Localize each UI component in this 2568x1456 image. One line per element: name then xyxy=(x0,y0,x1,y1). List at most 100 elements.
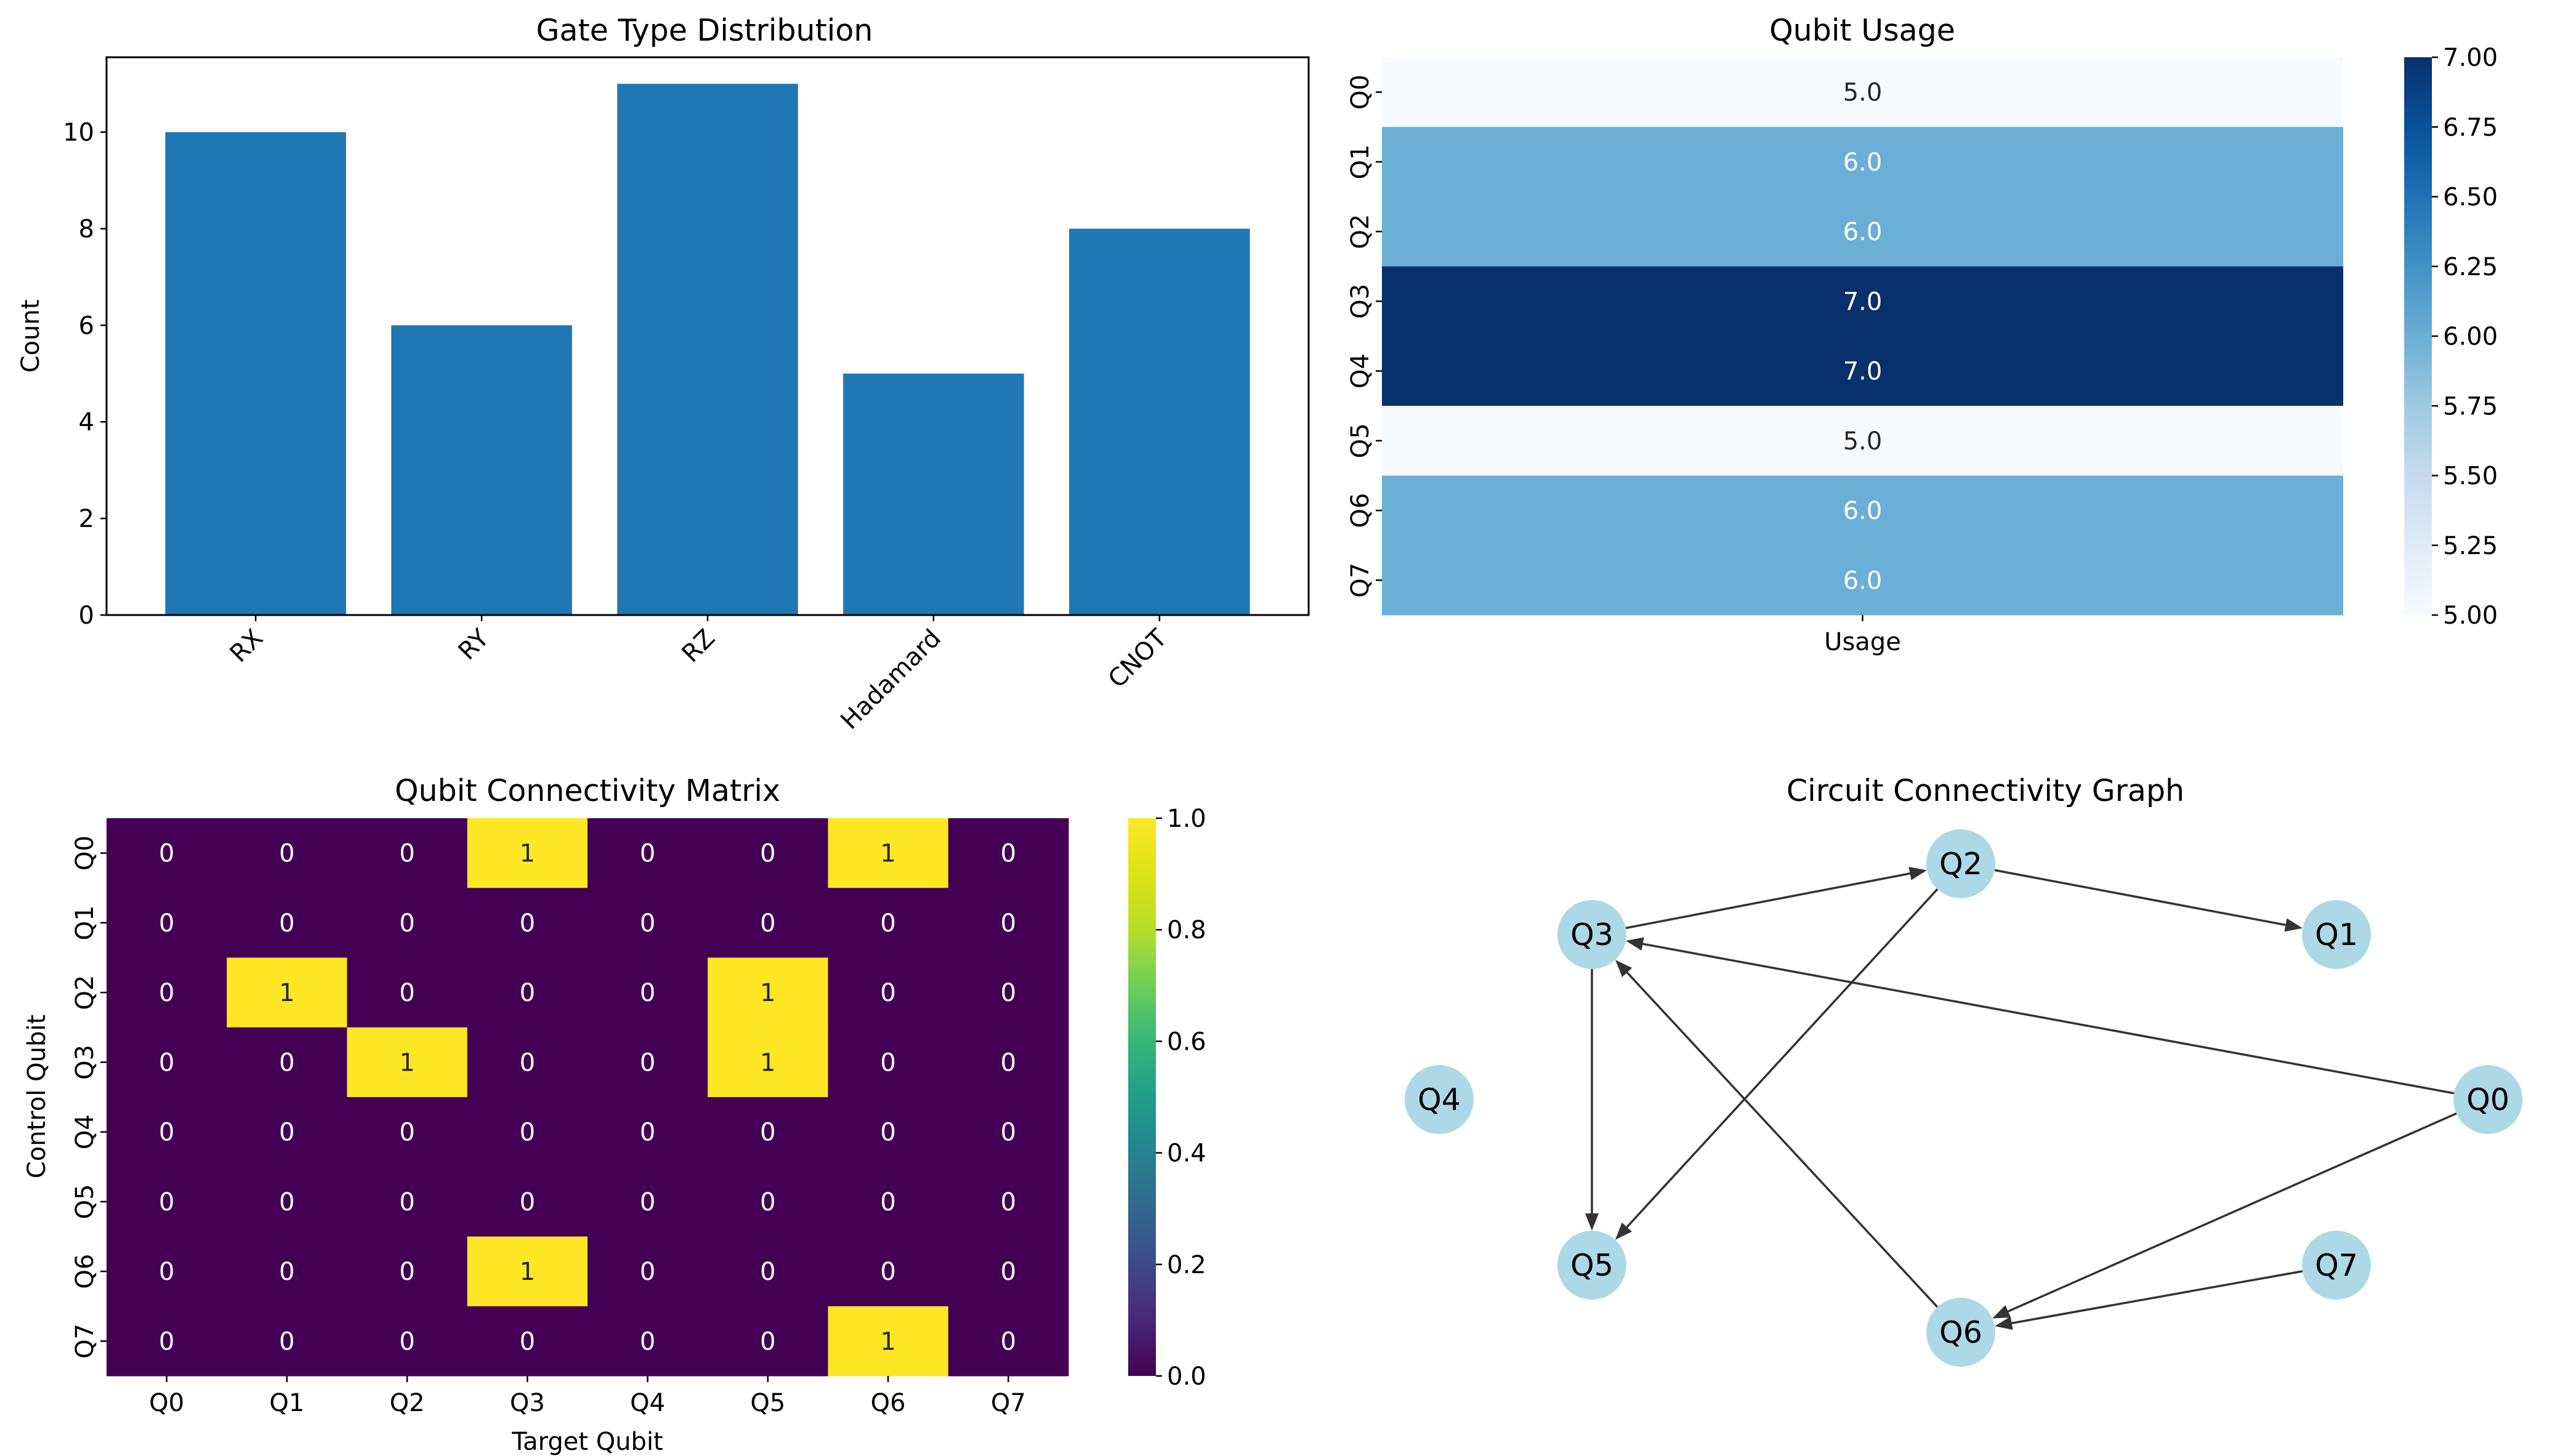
matrix-cell-label: 0 xyxy=(880,909,895,938)
edge-q2-q1 xyxy=(1994,869,2303,932)
matrix-cell xyxy=(828,1097,949,1167)
matrix-cell-label: 0 xyxy=(279,1188,294,1217)
matrix-cell xyxy=(587,1167,708,1237)
matrix-cell-label: 0 xyxy=(760,909,775,938)
column-tick-label: Q1 xyxy=(269,1389,304,1417)
connectivity-graph-title: Circuit Connectivity Graph xyxy=(1787,773,2184,808)
matrix-cell-label: 1 xyxy=(520,840,535,868)
node-q3: Q3 xyxy=(1557,900,1626,969)
column-tick-label: Q0 xyxy=(149,1389,184,1417)
column-tick-label: Q2 xyxy=(390,1389,425,1417)
matrix-cell xyxy=(587,1236,708,1307)
colorbar-tick-label: 0.6 xyxy=(1167,1028,1206,1056)
y-tick-label: 0 xyxy=(79,601,94,630)
matrix-cell xyxy=(107,1306,227,1377)
matrix-cell-label: 0 xyxy=(159,1048,174,1077)
matrix-cell xyxy=(828,888,949,958)
bar-cnot xyxy=(1069,228,1250,615)
matrix-cell-label: 0 xyxy=(399,1327,414,1356)
matrix-cell-label: 0 xyxy=(159,840,174,868)
matrix-cell-label: 0 xyxy=(279,1327,294,1356)
column-tick-label: Usage xyxy=(1824,628,1901,656)
matrix-cell xyxy=(708,957,828,1028)
node-q6: Q6 xyxy=(1926,1298,1995,1367)
matrix-cell xyxy=(227,1236,347,1307)
edge-q0-q3 xyxy=(1626,937,2455,1095)
matrix-cell xyxy=(227,1306,347,1377)
colorbar-tick-label: 1.0 xyxy=(1167,805,1206,833)
matrix-cell-label: 0 xyxy=(640,840,655,868)
qubit-usage-heatmap: Qubit Usage 5.06.06.07.07.05.06.06.0 Q0Q… xyxy=(1346,13,2498,656)
matrix-cell xyxy=(467,1306,588,1377)
matrix-cell xyxy=(708,1097,828,1167)
matrix-cell xyxy=(708,1027,828,1098)
matrix-cell-label: 0 xyxy=(1001,840,1016,868)
matrix-cell xyxy=(467,1236,588,1307)
colorbar-tick-label: 6.50 xyxy=(2443,183,2498,212)
matrix-cell xyxy=(828,1306,949,1377)
matrix-cell-label: 1 xyxy=(760,1048,775,1077)
colorbar-tick-label: 5.25 xyxy=(2443,532,2498,560)
matrix-cell-label: 1 xyxy=(880,840,895,868)
matrix-cell xyxy=(347,1236,468,1307)
edge-q0-q6 xyxy=(1992,1112,2457,1319)
matrix-cell-label: 0 xyxy=(1001,909,1016,938)
matrix-cell xyxy=(948,1167,1069,1237)
row-tick-label: Q5 xyxy=(1346,423,1375,458)
matrix-cell xyxy=(227,957,347,1028)
usage-cell-q6 xyxy=(1382,475,2343,546)
matrix-cell-label: 0 xyxy=(279,840,294,868)
edge-q2-q5 xyxy=(1615,888,1939,1240)
matrix-cell xyxy=(347,1027,468,1098)
matrix-cell-label: 0 xyxy=(279,1119,294,1147)
column-tick-label: Q6 xyxy=(871,1389,906,1417)
column-tick-label: Q4 xyxy=(630,1389,665,1417)
matrix-cell-label: 0 xyxy=(279,1258,294,1286)
colorbar-tick-label: 5.75 xyxy=(2443,392,2498,420)
matrix-cell-label: 0 xyxy=(1001,1119,1016,1147)
matrix-cell xyxy=(347,888,468,958)
matrix-cell-label: 0 xyxy=(159,1119,174,1147)
matrix-cell xyxy=(347,818,468,888)
row-tick-label: Q6 xyxy=(1346,493,1375,528)
matrix-cell-label: 0 xyxy=(880,1048,895,1077)
usage-cell-label: 7.0 xyxy=(1843,288,1883,316)
y-tick-label: 10 xyxy=(63,119,94,147)
matrix-cell xyxy=(467,1167,588,1237)
row-tick-label: Q2 xyxy=(71,975,99,1010)
matrix-cell xyxy=(948,888,1069,958)
matrix-cell xyxy=(107,818,227,888)
x-tick-label: RX xyxy=(225,624,269,669)
usage-cell-label: 6.0 xyxy=(1843,218,1883,246)
matrix-cell-label: 0 xyxy=(640,1188,655,1217)
matrix-cell-label: 0 xyxy=(640,1327,655,1356)
matrix-cell-label: 0 xyxy=(399,1188,414,1217)
matrix-cell-label: 0 xyxy=(399,909,414,938)
matrix-cell-label: 0 xyxy=(279,1048,294,1077)
node-label: Q2 xyxy=(1939,847,1982,882)
matrix-cell-label: 0 xyxy=(1001,1188,1016,1217)
matrix-cell xyxy=(227,1027,347,1098)
node-label: Q7 xyxy=(2315,1248,2358,1283)
bar-rx xyxy=(165,132,346,615)
row-tick-label: Q0 xyxy=(71,835,99,871)
usage-cell-label: 6.0 xyxy=(1843,497,1883,525)
row-tick-label: Q7 xyxy=(1346,563,1375,598)
matrix-cell xyxy=(828,1167,949,1237)
column-tick-label: Q5 xyxy=(750,1389,785,1417)
matrix-cell-label: 0 xyxy=(520,909,535,938)
x-tick-label: Hadamard xyxy=(836,624,947,735)
colorbar-tick-label: 5.00 xyxy=(2443,601,2498,630)
row-tick-label: Q4 xyxy=(1346,353,1375,388)
matrix-cell xyxy=(948,1236,1069,1307)
graph-edges xyxy=(1585,867,2457,1330)
node-label: Q5 xyxy=(1570,1248,1613,1283)
matrix-cell xyxy=(708,888,828,958)
matrix-cell-label: 0 xyxy=(159,909,174,938)
colorbar-tick-label: 0.0 xyxy=(1167,1362,1206,1391)
matrix-cell xyxy=(828,1236,949,1307)
matrix-cell xyxy=(948,818,1069,888)
matrix-cell xyxy=(107,1167,227,1237)
usage-cell-q7 xyxy=(1382,545,2343,616)
matrix-x-axis-label: Target Qubit xyxy=(511,1428,663,1456)
